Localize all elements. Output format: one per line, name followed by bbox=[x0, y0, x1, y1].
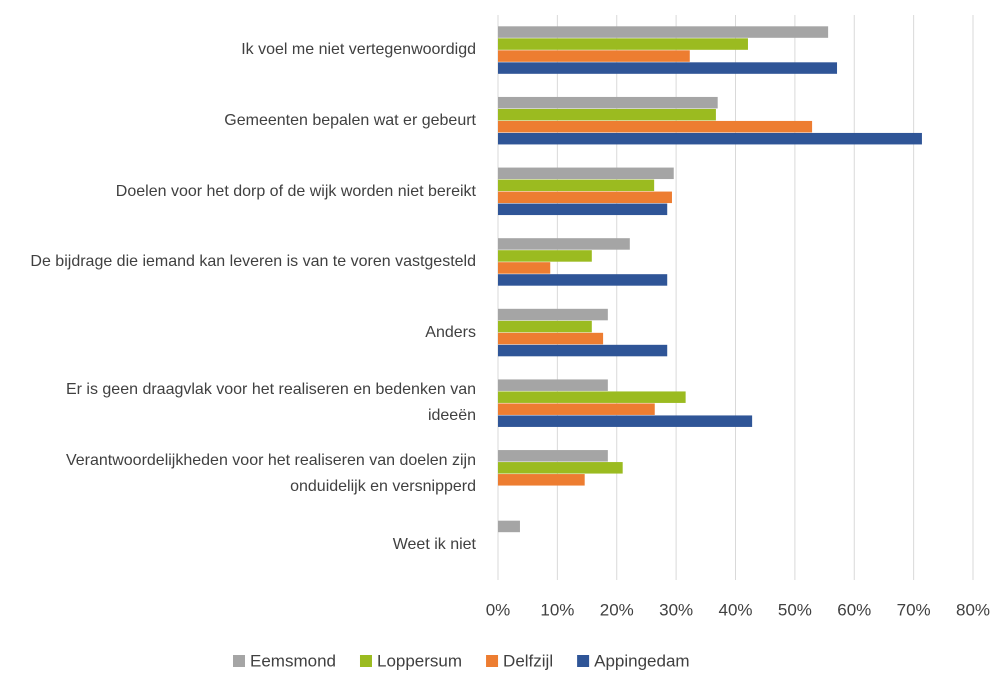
bar bbox=[498, 62, 838, 74]
bar bbox=[498, 391, 686, 403]
bar bbox=[498, 26, 829, 38]
x-tick-label: 70% bbox=[897, 600, 931, 619]
bar bbox=[498, 520, 520, 533]
bar bbox=[498, 462, 623, 474]
category-label: Verantwoordelijkheden voor het realisere… bbox=[65, 452, 476, 496]
legend-swatch bbox=[233, 655, 245, 667]
bar bbox=[498, 38, 748, 50]
bar bbox=[498, 320, 592, 333]
category-label: Er is geen draagvlak voor het realiseren… bbox=[65, 381, 476, 425]
category-label: Gemeenten bepalen wat er gebeurt bbox=[224, 111, 476, 129]
x-tick-label: 60% bbox=[837, 600, 871, 619]
legend-label: Appingedam bbox=[594, 651, 689, 670]
category-label: Weet ik niet bbox=[392, 535, 476, 553]
bar bbox=[498, 308, 608, 321]
bar bbox=[498, 474, 585, 486]
bar bbox=[498, 132, 922, 145]
bar bbox=[498, 262, 551, 274]
x-tick-label: 20% bbox=[600, 600, 634, 619]
bar bbox=[498, 344, 668, 357]
legend-swatch bbox=[577, 655, 590, 667]
bar bbox=[498, 120, 813, 133]
bar bbox=[498, 379, 608, 391]
category-label: Anders bbox=[425, 323, 476, 341]
bar bbox=[498, 167, 674, 180]
bar bbox=[498, 191, 672, 204]
bar bbox=[498, 108, 716, 121]
bar bbox=[498, 415, 753, 427]
bar bbox=[498, 450, 608, 462]
category-label: Doelen voor het dorp of de wijk worden n… bbox=[115, 182, 476, 200]
legend-swatch bbox=[486, 655, 499, 667]
x-tick-label: 0% bbox=[486, 600, 511, 619]
bar bbox=[498, 274, 668, 286]
bar bbox=[498, 203, 668, 216]
bar bbox=[498, 238, 630, 250]
x-tick-label: 30% bbox=[659, 600, 693, 619]
legend-label: Delfzijl bbox=[503, 651, 553, 670]
bar bbox=[498, 403, 655, 415]
bar bbox=[498, 50, 690, 62]
x-tick-label: 80% bbox=[956, 600, 990, 619]
bar bbox=[498, 250, 592, 262]
x-tick-label: 40% bbox=[718, 600, 752, 619]
category-label: Ik voel me niet vertegenwoordigd bbox=[241, 41, 476, 59]
bar bbox=[498, 332, 604, 345]
bar bbox=[498, 96, 718, 109]
x-tick-label: 50% bbox=[778, 600, 812, 619]
legend-label: Eemsmond bbox=[250, 651, 336, 670]
x-tick-label: 10% bbox=[540, 600, 574, 619]
legend-label: Loppersum bbox=[377, 651, 462, 670]
bar bbox=[498, 179, 655, 192]
category-label: De bijdrage die iemand kan leveren is va… bbox=[30, 253, 476, 271]
legend-swatch bbox=[359, 655, 372, 667]
